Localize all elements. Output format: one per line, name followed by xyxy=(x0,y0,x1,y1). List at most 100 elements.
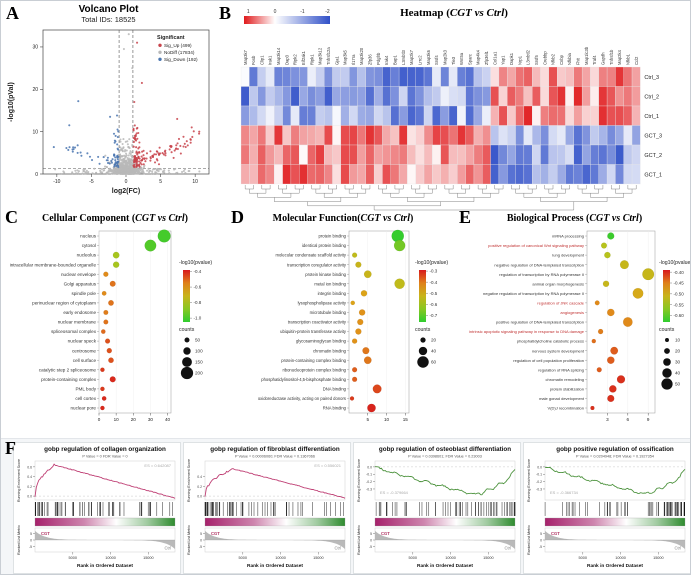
svg-text:NoDiff (17834): NoDiff (17834) xyxy=(164,50,195,55)
svg-text:10000: 10000 xyxy=(275,556,286,560)
svg-text:-10: -10 xyxy=(53,179,60,185)
svg-text:0: 0 xyxy=(200,538,202,542)
svg-text:Ctrl: Ctrl xyxy=(674,546,681,551)
svg-text:Irak1: Irak1 xyxy=(268,55,273,65)
svg-text:-0.55: -0.55 xyxy=(674,302,685,307)
svg-text:cytosol: cytosol xyxy=(82,243,96,248)
svg-text:P Value = 0 FDR Value = 0: P Value = 0 FDR Value = 0 xyxy=(82,455,127,459)
svg-text:-1: -1 xyxy=(300,9,305,15)
gsea-hit-ticks xyxy=(204,502,344,516)
panel-heatmap: B Heatmap (CGT vs Ctrl) 1 0 -1 -2 Map3k7 Fosb… xyxy=(216,1,690,216)
svg-text:Tnfrsf12a: Tnfrsf12a xyxy=(326,47,331,65)
svg-text:DNA binding: DNA binding xyxy=(323,386,347,391)
svg-text:5000: 5000 xyxy=(239,556,247,560)
svg-text:-0.5: -0.5 xyxy=(430,291,438,296)
svg-text:negative regulation of transcr: negative regulation of transcription by … xyxy=(483,291,584,296)
svg-text:Running Enrichment Score: Running Enrichment Score xyxy=(17,459,21,502)
bp-title-suffix: ) xyxy=(638,213,643,224)
svg-text:Traf4: Traf4 xyxy=(592,55,597,65)
svg-text:P Value = 0.0398601; FDR Value: P Value = 0.0398601; FDR Value = 0.23003 xyxy=(408,455,482,459)
svg-text:protein-containing complex: protein-containing complex xyxy=(41,377,97,382)
svg-text:150: 150 xyxy=(195,360,203,365)
panel-molecular-function: D Molecular Function(CGT vs Ctrl) 5 10 15 p… xyxy=(229,206,457,438)
svg-text:positive regulation of DNA-tem: positive regulation of DNA-templated tra… xyxy=(496,320,584,325)
svg-text:Gapdh: Gapdh xyxy=(601,52,606,65)
svg-text:0: 0 xyxy=(98,417,101,422)
svg-text:20: 20 xyxy=(675,349,681,354)
svg-text:ES = -0.379664: ES = -0.379664 xyxy=(380,490,409,495)
svg-text:gobp regulation of collagen or: gobp regulation of collagen organization xyxy=(44,446,166,453)
gsea-plot-ossification: gobp positive regulation of ossification… xyxy=(523,442,690,574)
svg-text:5: 5 xyxy=(370,532,372,536)
svg-text:lung development: lung development xyxy=(552,253,584,258)
svg-text:-5: -5 xyxy=(199,545,202,549)
svg-text:regulation of RNA splicing: regulation of RNA splicing xyxy=(538,367,584,372)
svg-text:nuclear membrane: nuclear membrane xyxy=(58,320,97,325)
svg-text:10: 10 xyxy=(192,179,198,185)
svg-text:molecular condensate scaffold: molecular condensate scaffold activity xyxy=(276,253,347,258)
svg-text:ES = 0.556021: ES = 0.556021 xyxy=(314,463,341,468)
svg-text:identical protein binding: identical protein binding xyxy=(302,243,347,248)
svg-text:GCT_2: GCT_2 xyxy=(644,153,662,159)
svg-text:Map2k7: Map2k7 xyxy=(409,49,414,65)
svg-text:catalytic step 2 spliceosome: catalytic step 2 spliceosome xyxy=(39,367,97,372)
svg-text:RNA binding: RNA binding xyxy=(323,406,347,411)
svg-text:L3mbtl3: L3mbtl3 xyxy=(401,49,406,65)
svg-text:nuclear pore: nuclear pore xyxy=(70,406,96,411)
cc-title: Cellular Component (CGT vs Ctrl) xyxy=(1,213,229,224)
panel-label-a: A xyxy=(6,3,19,23)
svg-text:10000: 10000 xyxy=(615,556,626,560)
svg-text:-5: -5 xyxy=(89,179,94,185)
svg-text:-0.40: -0.40 xyxy=(674,270,685,275)
svg-text:Significant: Significant xyxy=(157,35,185,41)
svg-text:0.6: 0.6 xyxy=(27,465,32,469)
svg-text:Zfp36l1: Zfp36l1 xyxy=(484,50,489,65)
svg-text:CGT: CGT xyxy=(41,531,50,536)
svg-text:60: 60 xyxy=(431,360,437,365)
svg-text:spindle pole: spindle pole xyxy=(71,291,96,296)
svg-text:CGT: CGT xyxy=(381,531,390,536)
panel-label-b: B xyxy=(219,3,232,23)
panel-label-e: E xyxy=(459,207,472,227)
svg-text:Srsf5: Srsf5 xyxy=(534,55,539,65)
svg-text:negative regulation of DNA-tem: negative regulation of DNA-templated tra… xyxy=(494,262,584,267)
svg-text:5000: 5000 xyxy=(409,556,417,560)
svg-text:cell cortex: cell cortex xyxy=(75,396,96,401)
mf-title-italic: CGT vs Ctrl xyxy=(360,213,410,224)
svg-text:Ctrl: Ctrl xyxy=(164,546,171,551)
svg-text:angiogenesis: angiogenesis xyxy=(560,310,584,315)
svg-text:5000: 5000 xyxy=(579,556,587,560)
svg-text:5: 5 xyxy=(540,532,542,536)
svg-text:oxidoreductase activity, actin: oxidoreductase activity, acting on paire… xyxy=(258,396,346,401)
svg-text:Irak4: Irak4 xyxy=(384,55,389,65)
svg-text:Ctrl: Ctrl xyxy=(504,546,511,551)
svg-text:V(D)J recombination: V(D)J recombination xyxy=(548,406,584,411)
svg-text:counts: counts xyxy=(415,327,431,333)
svg-text:-0.4: -0.4 xyxy=(430,280,438,285)
svg-text:metal ion binding: metal ion binding xyxy=(314,281,346,286)
svg-text:Ripk2: Ripk2 xyxy=(293,54,298,65)
heatmap-title-italic: CGT vs Ctrl xyxy=(449,7,505,19)
svg-text:40: 40 xyxy=(165,417,171,422)
svg-text:0: 0 xyxy=(30,538,32,542)
svg-text:50: 50 xyxy=(675,382,681,387)
gsea-hit-ticks xyxy=(375,502,516,516)
svg-text:regulation of transcription by: regulation of transcription by RNA polym… xyxy=(499,272,584,277)
svg-text:5: 5 xyxy=(30,532,32,536)
svg-text:Rank in Ordered Dataset: Rank in Ordered Dataset xyxy=(77,563,133,569)
svg-text:PML body: PML body xyxy=(75,386,96,391)
svg-text:200: 200 xyxy=(195,371,203,376)
svg-text:centrosome: centrosome xyxy=(72,348,96,353)
heatmap-title-prefix: Heatmap ( xyxy=(400,7,450,19)
svg-text:Rank in Ordered Dataset: Rank in Ordered Dataset xyxy=(587,563,643,569)
svg-text:-5: -5 xyxy=(369,545,372,549)
svg-text:Ranked List Metric: Ranked List Metric xyxy=(357,525,361,555)
svg-text:integrin binding: integrin binding xyxy=(318,291,347,296)
svg-text:nuclear envelope: nuclear envelope xyxy=(61,272,96,277)
svg-text:nucleolus: nucleolus xyxy=(77,253,97,258)
svg-text:Nfkb1: Nfkb1 xyxy=(625,53,630,65)
svg-text:gobp regulation of osteoblast: gobp regulation of osteoblast differenti… xyxy=(379,446,511,453)
svg-text:-0.1: -0.1 xyxy=(366,473,372,477)
svg-text:1: 1 xyxy=(247,9,250,15)
